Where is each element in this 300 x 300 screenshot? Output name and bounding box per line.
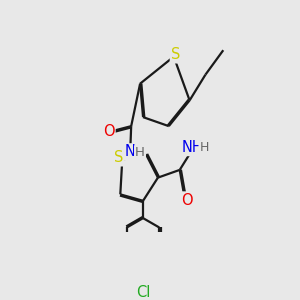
Text: H: H — [200, 141, 209, 154]
Text: S: S — [171, 47, 180, 62]
Text: N: N — [125, 144, 136, 159]
Text: S: S — [114, 150, 123, 165]
Text: O: O — [103, 124, 115, 139]
Text: O: O — [182, 193, 193, 208]
Text: H: H — [135, 146, 145, 159]
Text: Cl: Cl — [136, 285, 150, 300]
Text: NH: NH — [182, 140, 203, 155]
